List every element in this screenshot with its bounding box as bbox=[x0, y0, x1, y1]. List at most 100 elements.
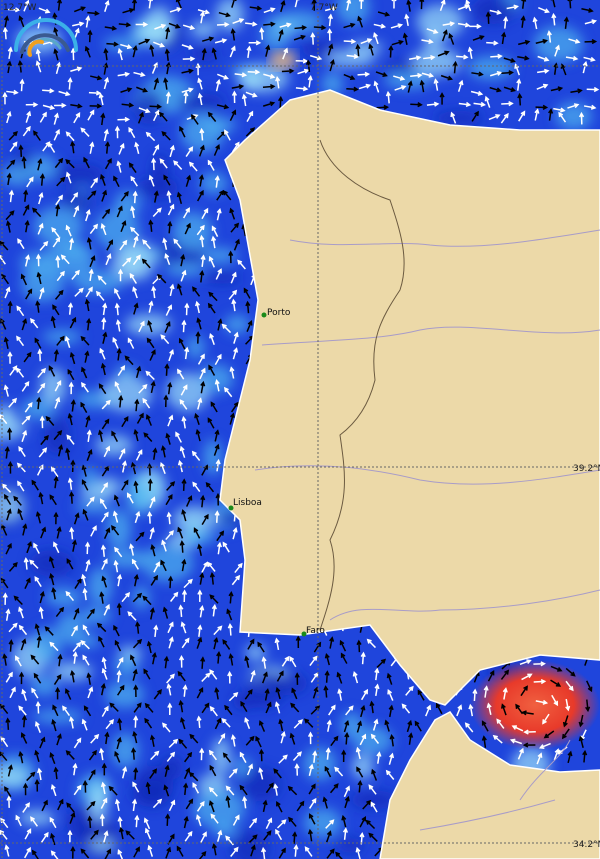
flow-arrow bbox=[343, 22, 356, 29]
flow-arrow bbox=[167, 702, 173, 716]
flow-arrow bbox=[132, 668, 138, 681]
flow-arrow bbox=[214, 38, 228, 44]
flow-arrow bbox=[208, 800, 215, 813]
flow-arrow bbox=[325, 819, 335, 829]
flow-arrow bbox=[84, 45, 91, 58]
flow-arrow bbox=[121, 766, 128, 779]
flow-arrow bbox=[150, 543, 156, 557]
flow-arrow bbox=[4, 446, 10, 459]
flow-arrow bbox=[163, 77, 169, 90]
flow-arrow bbox=[6, 60, 12, 74]
city-faro[interactable]: Faro bbox=[301, 626, 326, 637]
flow-arrow bbox=[53, 766, 59, 780]
speed-patch bbox=[303, 808, 342, 838]
flow-arrow bbox=[147, 511, 153, 524]
speed-patch bbox=[245, 644, 266, 661]
flow-arrow bbox=[121, 460, 127, 473]
city-lisboa[interactable]: Lisboa bbox=[228, 498, 262, 511]
flow-arrow bbox=[69, 716, 75, 729]
flow-arrow bbox=[56, 0, 63, 11]
flow-arrow bbox=[133, 846, 140, 858]
flow-arrow bbox=[368, 784, 377, 795]
flow-arrow bbox=[167, 220, 173, 234]
flow-arrow bbox=[341, 749, 347, 763]
flow-arrow bbox=[216, 189, 224, 201]
flow-arrow bbox=[501, 101, 514, 107]
flow-arrow bbox=[65, 750, 75, 760]
flow-arrow bbox=[49, 641, 59, 652]
flow-arrow bbox=[23, 0, 30, 12]
gauge-arc-icon[interactable] bbox=[14, 18, 78, 57]
flow-arrow bbox=[179, 445, 186, 458]
flow-arrow bbox=[178, 699, 184, 713]
speed-patch bbox=[211, 737, 231, 775]
flow-arrow bbox=[456, 704, 463, 717]
flow-arrow bbox=[373, 80, 380, 93]
flow-arrow bbox=[166, 683, 172, 696]
flow-arrow bbox=[104, 25, 118, 31]
flow-arrow bbox=[259, 27, 265, 40]
flow-arrow bbox=[537, 68, 550, 74]
flow-arrow bbox=[225, 785, 235, 796]
flow-arrow bbox=[218, 11, 231, 18]
flow-arrow bbox=[119, 239, 128, 251]
flow-arrow bbox=[6, 172, 12, 186]
flow-arrow bbox=[89, 103, 103, 109]
flow-arrow bbox=[242, 795, 248, 809]
flow-arrow bbox=[49, 572, 55, 586]
flow-arrow bbox=[344, 795, 350, 809]
flow-arrow bbox=[216, 104, 230, 110]
flow-arrow bbox=[117, 816, 123, 829]
flow-arrow bbox=[99, 498, 108, 510]
flow-arrow bbox=[198, 850, 207, 859]
flow-arrow bbox=[184, 346, 190, 360]
flow-arrow bbox=[346, 86, 359, 92]
flow-arrow bbox=[199, 269, 205, 283]
flow-arrow bbox=[38, 287, 45, 300]
flow-arrow bbox=[293, 844, 299, 857]
flow-arrow bbox=[183, 767, 191, 780]
flow-arrow bbox=[37, 367, 47, 378]
city-marker bbox=[301, 631, 307, 637]
flow-arrow bbox=[276, 670, 284, 682]
flow-arrow bbox=[213, 636, 219, 650]
flow-arrow bbox=[35, 700, 41, 714]
flow-arrow bbox=[211, 235, 217, 249]
flow-arrow bbox=[188, 161, 198, 172]
flow-arrow bbox=[132, 592, 143, 603]
flow-arrow bbox=[263, 7, 276, 14]
flow-arrow bbox=[158, 111, 168, 122]
flow-arrow bbox=[195, 814, 202, 827]
flow-arrow bbox=[215, 78, 221, 92]
flow-arrow bbox=[183, 90, 189, 104]
flow-arrow bbox=[7, 46, 13, 59]
flow-arrow bbox=[62, 705, 71, 717]
flow-arrow bbox=[388, 45, 394, 58]
flow-arrow bbox=[2, 592, 8, 605]
flow-arrow bbox=[509, 738, 523, 745]
flow-arrow bbox=[307, 828, 313, 842]
flow-arrow bbox=[262, 101, 276, 107]
flow-arrow bbox=[191, 450, 201, 461]
flow-arrow bbox=[489, 86, 502, 93]
flow-arrow bbox=[80, 640, 90, 650]
flow-arrow bbox=[111, 430, 119, 442]
flow-arrow bbox=[213, 625, 223, 636]
flow-arrow bbox=[202, 36, 215, 42]
flow-arrow bbox=[116, 160, 122, 173]
flow-arrow bbox=[208, 364, 216, 376]
speed-patch bbox=[0, 766, 30, 788]
flow-arrow bbox=[417, 689, 425, 701]
flow-arrow bbox=[343, 38, 357, 45]
flow-arrow bbox=[53, 128, 60, 141]
flow-arrow bbox=[160, 445, 166, 458]
flow-arrow bbox=[102, 302, 108, 316]
flow-arrow bbox=[228, 590, 234, 604]
flow-arrow bbox=[359, 733, 367, 746]
flow-arrow bbox=[0, 703, 9, 715]
flow-arrow bbox=[188, 771, 199, 782]
flow-arrow bbox=[6, 508, 12, 521]
city-porto[interactable]: Porto bbox=[261, 308, 291, 318]
